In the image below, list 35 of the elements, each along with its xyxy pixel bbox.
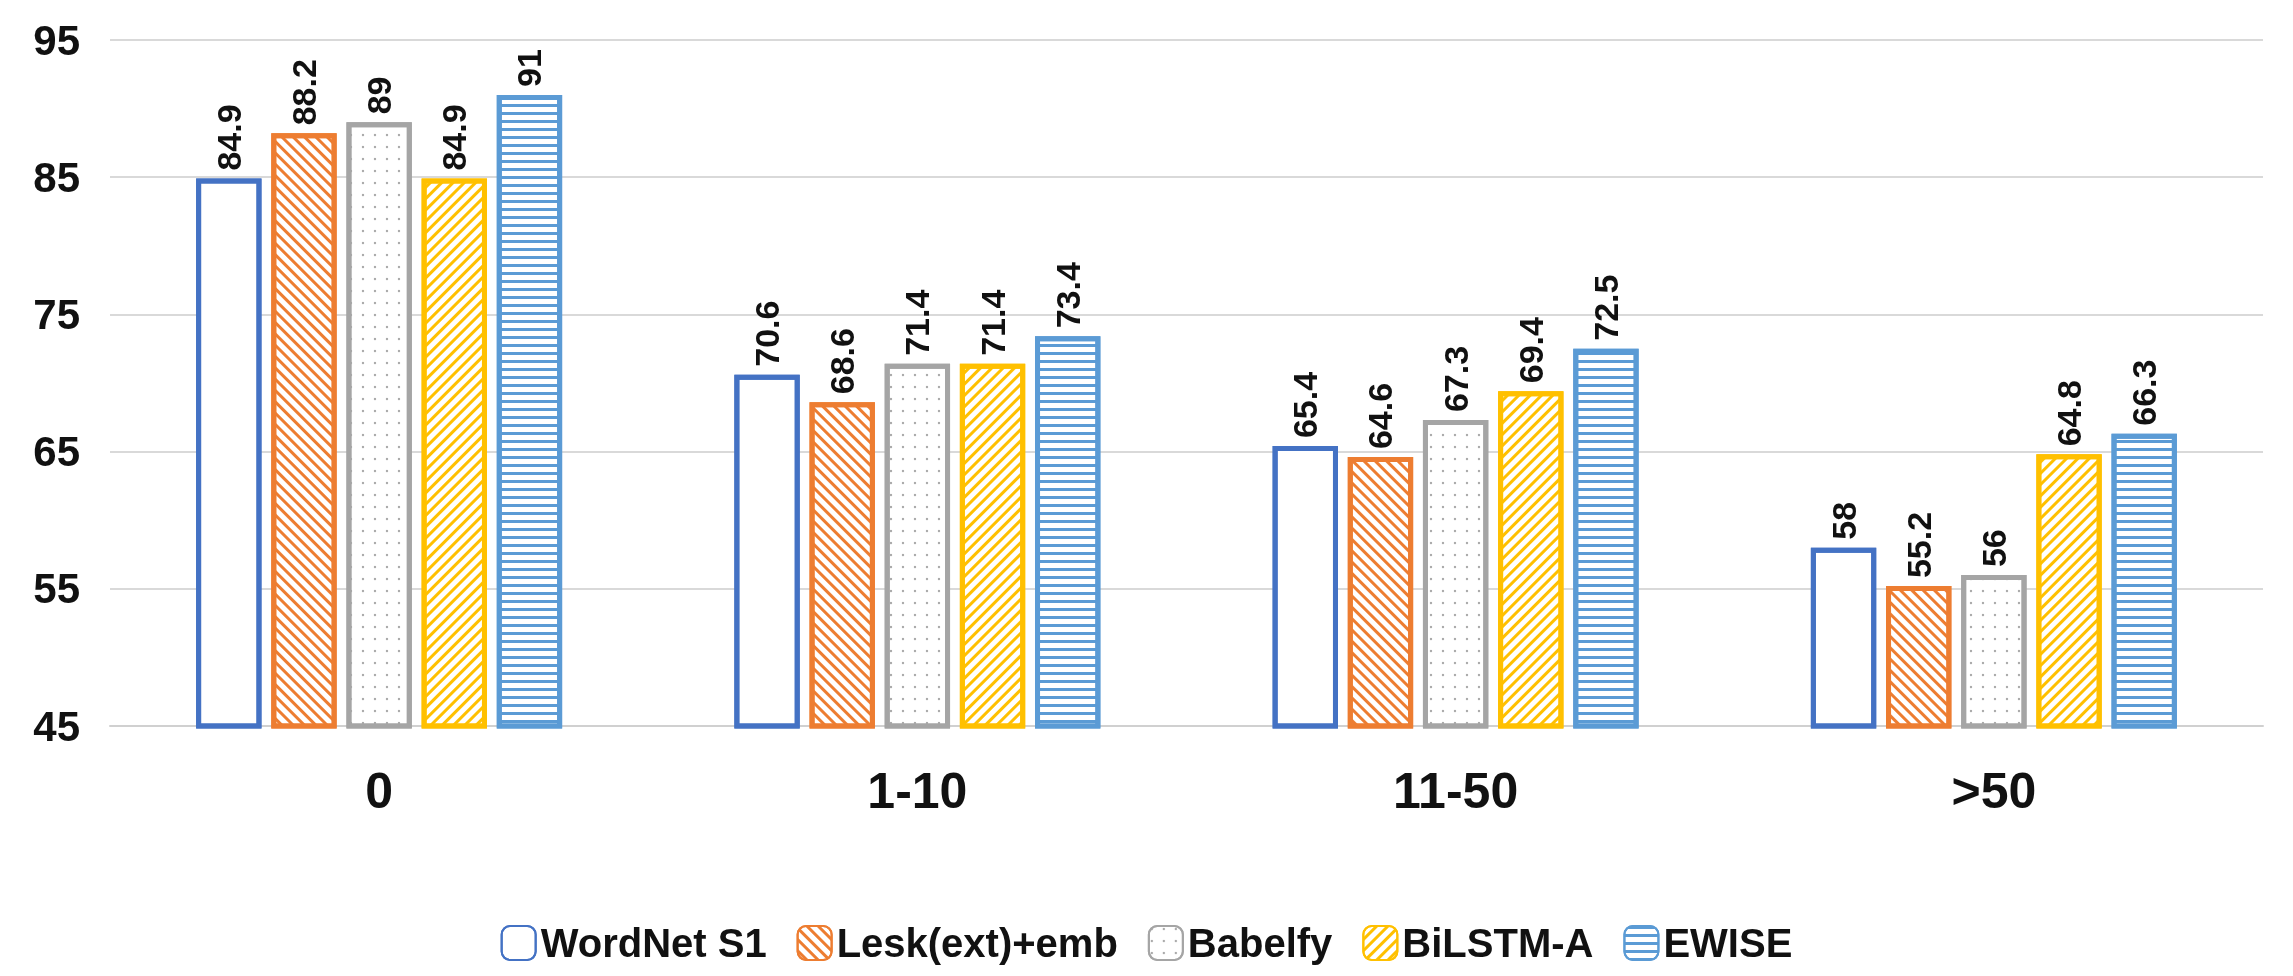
y-tick-label: 55 <box>33 565 80 613</box>
data-label: 72.5 <box>1586 274 1625 341</box>
data-label: 71.4 <box>973 289 1012 356</box>
data-label: 58 <box>1824 501 1863 540</box>
data-label: 65.4 <box>1286 371 1325 439</box>
data-label: 64.6 <box>1361 382 1400 450</box>
data-label: 70.6 <box>748 300 787 367</box>
legend-label: EWISE <box>1663 921 1793 965</box>
data-label: 56 <box>1974 529 2013 568</box>
x-tick-label: 0 <box>365 763 394 819</box>
data-label: 84.9 <box>435 104 474 171</box>
y-tick-label: 75 <box>33 290 80 338</box>
data-label: 67.3 <box>1436 345 1475 413</box>
data-label: 64.8 <box>2050 380 2089 447</box>
data-label: 73.4 <box>1048 262 1087 329</box>
x-tick-label: 11-50 <box>1393 763 1519 819</box>
data-label: 84.9 <box>209 104 248 171</box>
y-tick-label: 45 <box>33 702 80 750</box>
x-tick-label: 1-10 <box>867 763 968 819</box>
x-tick-label: >50 <box>1951 763 2037 819</box>
legend-label: Lesk(ext)+emb <box>836 921 1118 965</box>
data-label: 71.4 <box>898 289 937 356</box>
legend-label: Babelfy <box>1187 921 1334 965</box>
data-label: 89 <box>360 76 399 115</box>
data-label: 69.4 <box>1511 316 1550 384</box>
y-tick-label: 65 <box>33 428 80 476</box>
y-tick-label: 95 <box>33 16 80 64</box>
legend-label: WordNet S1 <box>540 921 767 965</box>
data-label: 66.3 <box>2125 359 2164 426</box>
legend-label: BiLSTM-A <box>1402 921 1594 965</box>
data-label: 55.2 <box>1899 511 1938 579</box>
data-label: 68.6 <box>823 328 862 395</box>
data-label: 91 <box>510 49 549 87</box>
y-tick-label: 85 <box>33 153 80 201</box>
data-label: 88.2 <box>284 59 323 126</box>
